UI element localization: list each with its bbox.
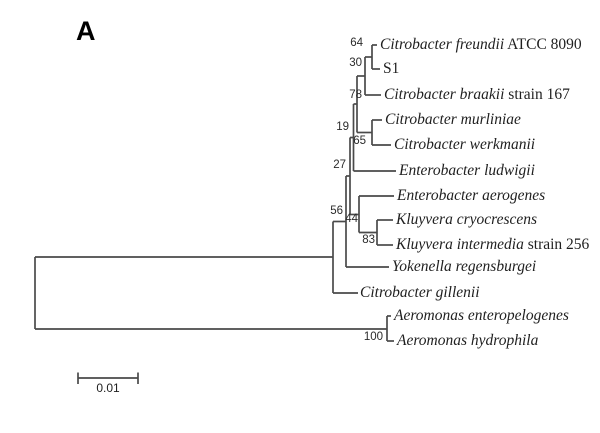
bootstrap-value-44: 44 <box>345 213 358 225</box>
scale-bar-label: 0.01 <box>96 381 120 395</box>
bootstrap-value-65: 65 <box>353 135 366 147</box>
taxon-label-citrobacter-murliniae: Citrobacter murliniae <box>385 111 521 128</box>
taxon-label-kluyvera-intermedia: Kluyvera intermedia strain 256 <box>396 236 590 253</box>
bootstrap-value-64: 64 <box>350 37 363 49</box>
bootstrap-value-83: 83 <box>362 234 375 246</box>
taxon-label-citrobacter-freundii: Citrobacter freundii ATCC 8090 <box>380 36 582 53</box>
taxon-label-enterobacter-ludwigii: Enterobacter ludwigii <box>399 162 535 179</box>
bootstrap-value-56: 56 <box>330 205 343 217</box>
bootstrap-value-19: 19 <box>336 121 349 133</box>
tree-branches <box>34 44 396 342</box>
taxon-label-yokenella-regensburgei: Yokenella regensburgei <box>392 258 537 275</box>
taxon-label-citrobacter-braakii: Citrobacter braakii strain 167 <box>384 86 570 103</box>
taxon-label-enterobacter-aerogenes: Enterobacter aerogenes <box>397 187 546 204</box>
taxon-label-citrobacter-werkmanii: Citrobacter werkmanii <box>394 136 536 153</box>
taxon-label-aeromonas-hydrophila: Aeromonas hydrophila <box>397 332 539 349</box>
bootstrap-value-27: 27 <box>333 159 346 171</box>
bootstrap-value-30: 30 <box>349 57 362 69</box>
bootstrap-value-78: 78 <box>349 89 362 101</box>
taxon-label-kluyvera-cryocrescens: Kluyvera cryocrescens <box>396 211 538 228</box>
taxon-label-aeromonas-enteropelogenes: Aeromonas enteropelogenes <box>394 307 569 324</box>
scale-bar <box>77 372 139 384</box>
bootstrap-value-100: 100 <box>363 331 383 343</box>
panel-label: A <box>76 16 96 46</box>
taxon-label-s1: S1 <box>383 60 400 77</box>
taxon-label-citrobacter-gillenii: Citrobacter gillenii <box>360 284 480 301</box>
